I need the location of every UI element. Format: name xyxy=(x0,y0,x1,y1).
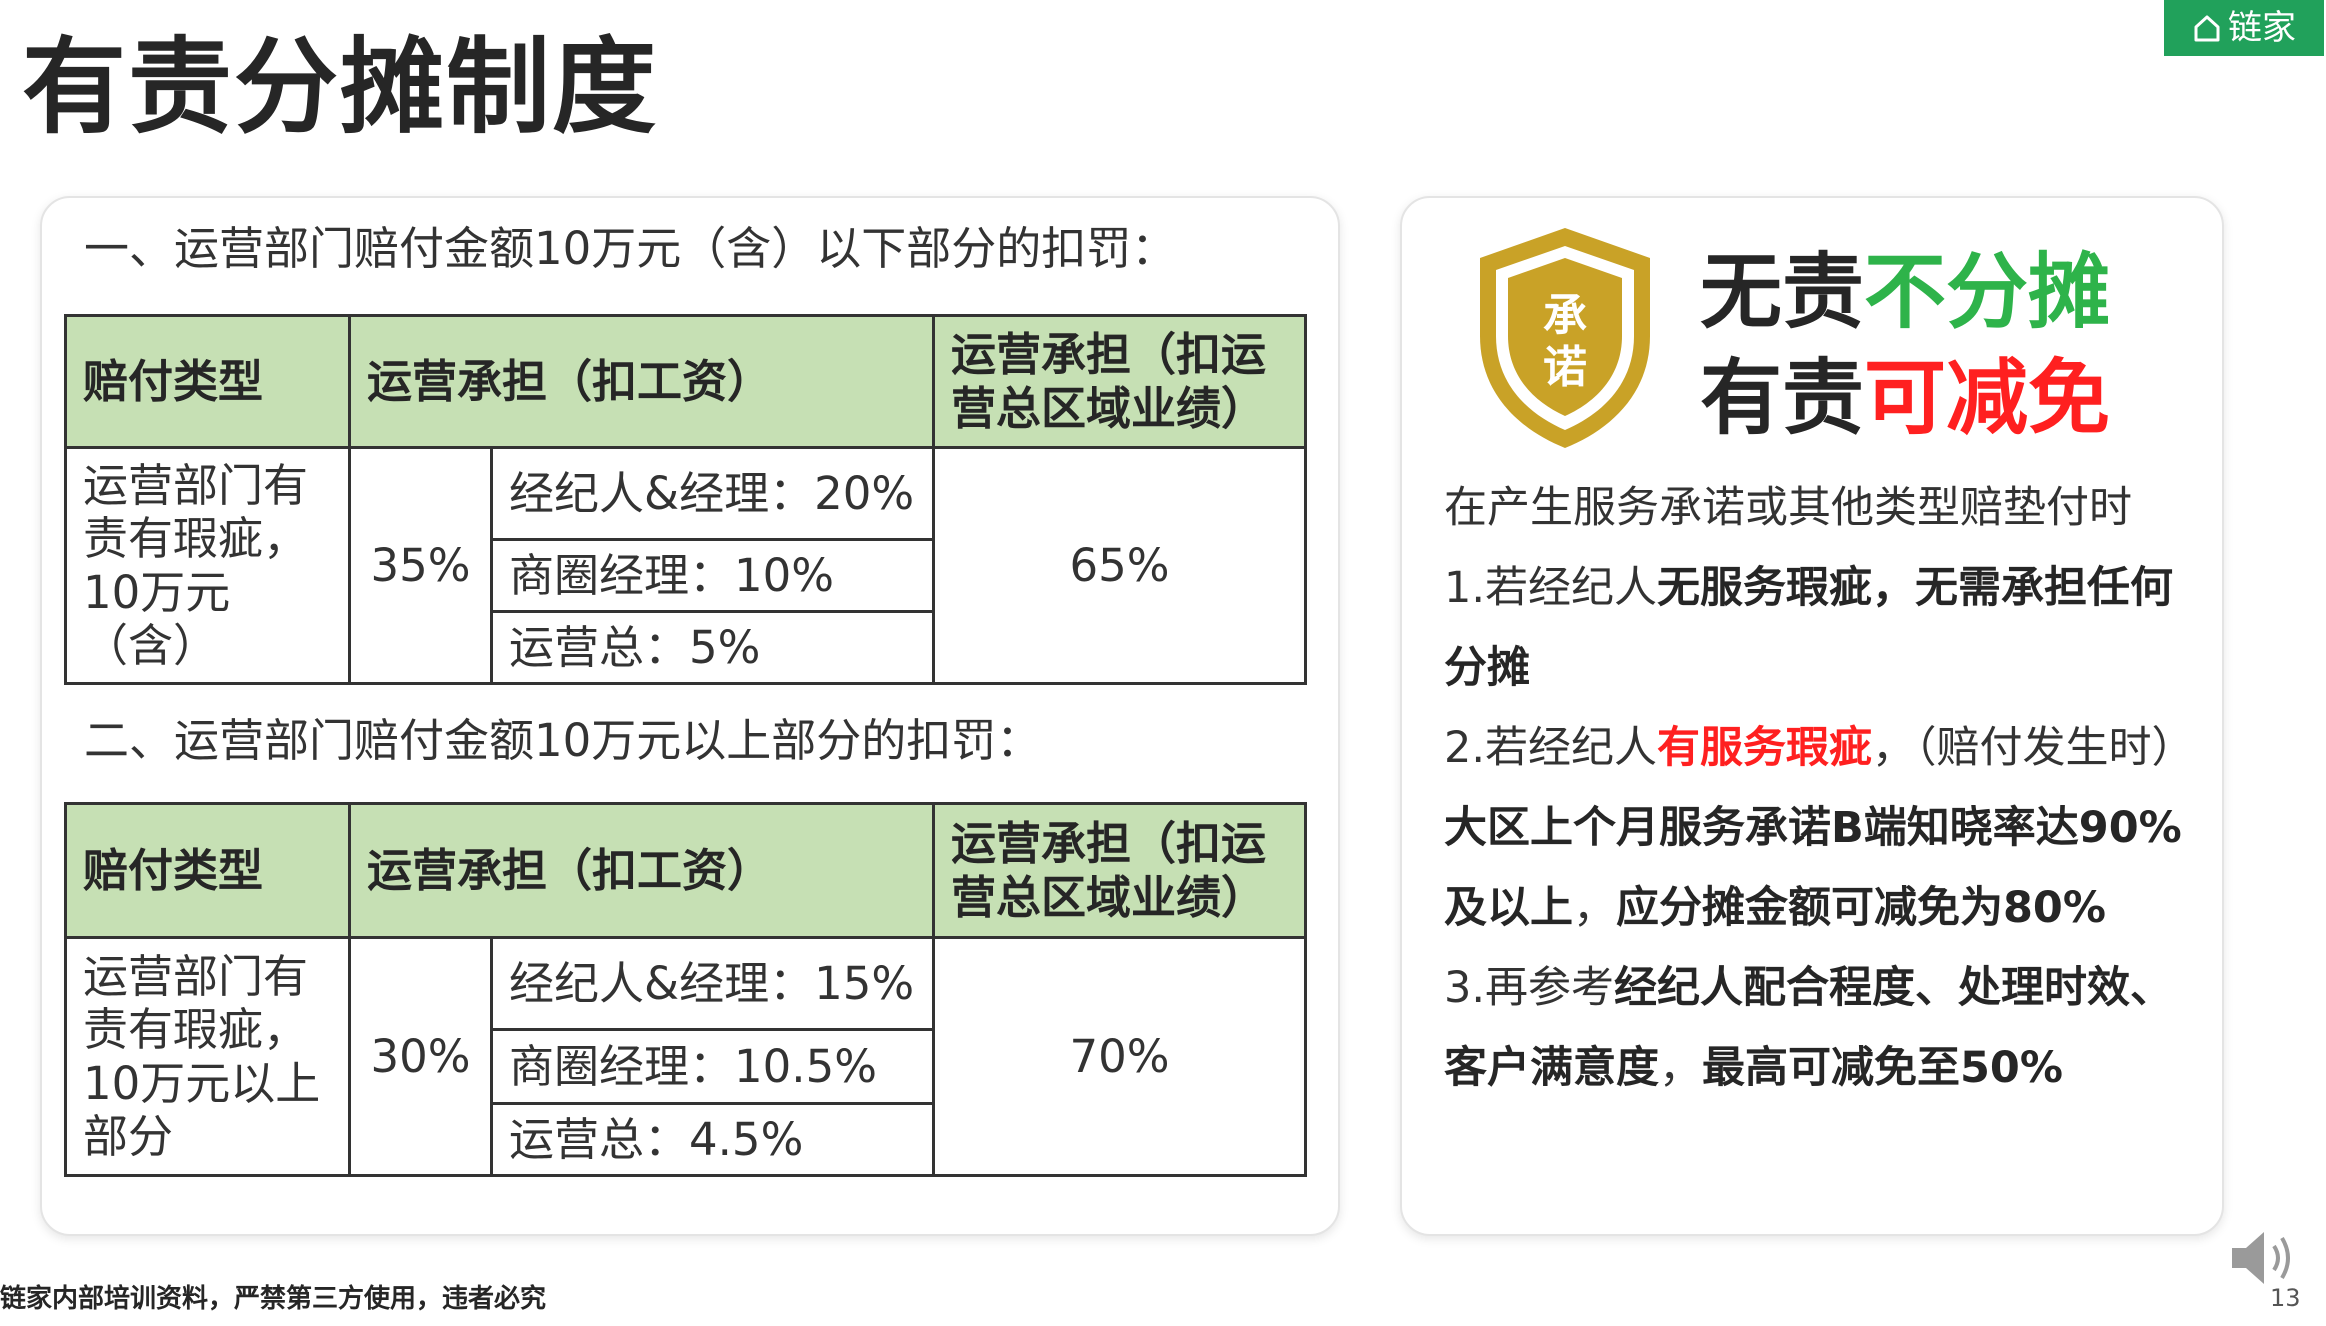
confidentiality-notice: 链家内部培训资料，严禁第三方使用，违者必究 xyxy=(0,1284,547,1314)
header-ops-salary: 运营承担（扣工资） xyxy=(347,802,936,939)
header-claim-type: 赔付类型 xyxy=(64,802,351,939)
split-cell: 经纪人&经理：15% xyxy=(489,936,936,1031)
slogan-no-fault: 无责 xyxy=(1700,245,1865,340)
table-row: 运营部门有责有瑕疵，10万元以上部分 30% 经纪人&经理：15% 70% xyxy=(64,936,1308,1177)
brand-logo: 链家 xyxy=(2164,0,2324,56)
ops-share-cell: 30% xyxy=(348,936,493,1177)
ops-share-cell: 35% xyxy=(348,446,493,685)
badge-text-1: 承 xyxy=(1543,290,1587,341)
desc-point-2: 2.若经纪人有服务瑕疵，（赔付发生时）大区上个月服务承诺B端知晓率达90%及以上… xyxy=(1444,723,2195,933)
split-cell: 经纪人&经理：20% xyxy=(489,446,936,541)
home-icon xyxy=(2194,15,2220,42)
table-row: 运营部门有责有瑕疵，10万元（含） 35% 经纪人&经理：20% 65% xyxy=(64,446,1308,685)
table-row: 商圈经理：10.5% xyxy=(66,1028,1306,1105)
slogan-no-share: 不分摊 xyxy=(1864,245,2111,340)
slogan-line-1: 无责不分摊 xyxy=(1700,252,2110,334)
section1-heading: 一、运营部门赔付金额10万元（含）以下部分的扣罚： xyxy=(84,222,1177,275)
header-ops-regional: 运营承担（扣运营总区域业绩） xyxy=(932,802,1308,939)
badge-text-2: 诺 xyxy=(1543,342,1587,393)
claim-type-cell: 运营部门有责有瑕疵，10万元（含） xyxy=(64,446,351,685)
desc-point-1: 1.若经纪人无服务瑕疵，无需承担任何分摊 xyxy=(1444,563,2174,693)
split-cell: 商圈经理：10% xyxy=(489,538,936,613)
table-header-row: 赔付类型 运营承担（扣工资） 运营承担（扣运营总区域业绩） xyxy=(64,802,1308,939)
table-header-row: 赔付类型 运营承担（扣工资） 运营承担（扣运营总区域业绩） xyxy=(64,314,1308,449)
shield-icon: 承 诺 xyxy=(1480,228,1650,448)
split-cell: 运营总：4.5% xyxy=(489,1102,936,1177)
desc-point-3: 3.再参考经纪人配合程度、处理时效、客户满意度，最高可减免至50% xyxy=(1444,963,2174,1093)
logo-text: 链家 xyxy=(2228,8,2296,48)
split-cell: 商圈经理：10.5% xyxy=(489,1028,936,1105)
speaker-icon[interactable] xyxy=(2226,1222,2298,1294)
policy-description: 在产生服务承诺或其他类型赔垫付时 1.若经纪人无服务瑕疵，无需承担任何分摊 2.… xyxy=(1444,468,2204,1108)
penalty-table-2: 赔付类型 运营承担（扣工资） 运营承担（扣运营总区域业绩） 运营部门有责有瑕疵，… xyxy=(64,802,1308,1177)
desc-intro: 在产生服务承诺或其他类型赔垫付时 xyxy=(1444,483,2132,533)
header-ops-regional: 运营承担（扣运营总区域业绩） xyxy=(932,314,1308,449)
header-claim-type: 赔付类型 xyxy=(64,314,351,449)
slogan-reducible: 可减免 xyxy=(1864,351,2111,446)
claim-type-cell: 运营部门有责有瑕疵，10万元以上部分 xyxy=(64,936,351,1177)
header-ops-salary: 运营承担（扣工资） xyxy=(347,314,936,449)
penalty-table-1: 赔付类型 运营承担（扣工资） 运营承担（扣运营总区域业绩） 运营部门有责有瑕疵，… xyxy=(64,314,1308,685)
table-row: 运营总：5% xyxy=(66,610,1306,685)
slogan-line-2: 有责可减免 xyxy=(1700,358,2110,440)
regional-share-cell: 70% xyxy=(932,936,1308,1177)
regional-share-cell: 65% xyxy=(932,446,1308,685)
slogan-at-fault: 有责 xyxy=(1700,351,1865,446)
table-row: 运营总：4.5% xyxy=(66,1102,1306,1177)
table-row: 商圈经理：10% xyxy=(66,538,1306,613)
page-title: 有责分摊制度 xyxy=(22,26,659,148)
section2-heading: 二、运营部门赔付金额10万元以上部分的扣罚： xyxy=(84,714,1042,767)
page-number: 13 xyxy=(2270,1284,2301,1312)
split-cell: 运营总：5% xyxy=(489,610,936,685)
